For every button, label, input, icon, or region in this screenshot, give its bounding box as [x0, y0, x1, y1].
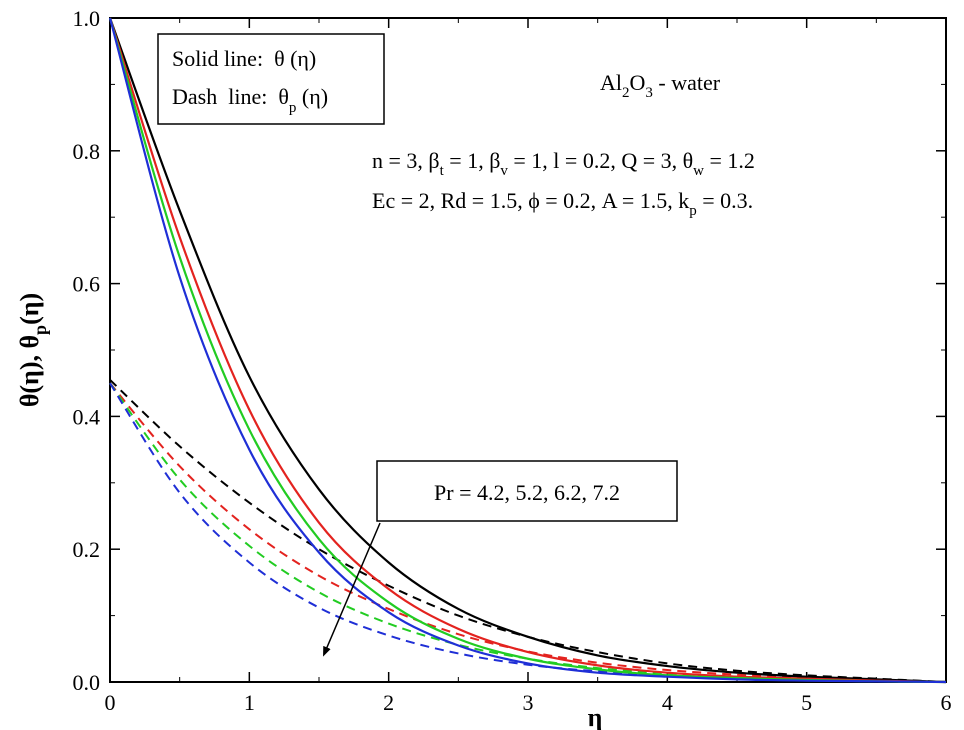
fluid-label-al: Al	[600, 70, 622, 95]
y-tick-label: 0.0	[73, 670, 101, 695]
parameter-text: Ec = 2, Rd = 1.5, ϕ = 0.2, A = 1.5, k	[372, 188, 689, 213]
parameter-subscript: p	[689, 203, 697, 219]
solid-series-line	[108, 17, 947, 684]
fluid-label-sub-3: 3	[645, 85, 653, 101]
y-axis-title-sub: p	[30, 325, 50, 335]
line-style-legend-box	[157, 33, 385, 125]
y-tick-label: 0.4	[73, 404, 101, 429]
dash-series-line	[109, 382, 947, 683]
x-tick-label: 4	[662, 690, 673, 715]
x-tick-label: 2	[383, 690, 394, 715]
solid-series-line	[108, 17, 947, 684]
solid-series-line	[108, 17, 947, 684]
fluid-label-water: - water	[653, 70, 721, 95]
axis-ticks: 0 1 2 3 4 5 60.00.20.40.60.81.0	[73, 6, 952, 715]
x-tick-label: 5	[801, 690, 812, 715]
parameter-text: = 1, l = 0.2, Q = 3, θ	[508, 148, 693, 173]
y-axis-title: θ(η), θp(η)	[15, 293, 50, 407]
fluid-label-sub-2: 2	[622, 85, 630, 101]
dash-line-legend-tail: (η)	[296, 84, 328, 109]
y-tick-label: 1.0	[73, 6, 101, 31]
solid-line-legend-prefix: Solid line:	[172, 46, 274, 71]
y-tick-label: 0.8	[73, 139, 101, 164]
parameter-subscript: t	[440, 163, 445, 179]
parameter-subscript: v	[500, 163, 508, 179]
pr-label-box	[376, 460, 678, 522]
dash-line-legend: Dash line: θp (η)	[172, 84, 328, 116]
parameter-text: = 0.3.	[697, 188, 753, 213]
fluid-label-o: O	[630, 70, 646, 95]
parameters-line-1: n = 3, βt = 1, βv = 1, l = 0.2, Q = 3, θ…	[372, 148, 755, 179]
fluid-label: Al2O3 - water	[600, 70, 721, 101]
solid-line-legend-symbol: θ (η)	[274, 46, 316, 71]
parameter-subscript: w	[693, 163, 704, 179]
x-tick-label: 0	[105, 690, 116, 715]
x-tick-label: 1	[244, 690, 255, 715]
parameter-text: = 1.2	[704, 148, 755, 173]
dash-line-legend-theta: θ	[278, 84, 289, 109]
pr-label: Pr = 4.2, 5.2, 6.2, 7.2	[434, 480, 620, 505]
dash-series-line	[109, 379, 947, 683]
series-layer	[108, 17, 947, 684]
dash-line-legend-sub: p	[289, 100, 297, 116]
y-tick-label: 0.2	[73, 537, 101, 562]
parameter-text: n = 3, β	[372, 148, 440, 173]
solid-line-legend: Solid line: θ (η)	[172, 46, 316, 71]
parameter-text: = 1, β	[444, 148, 501, 173]
y-tick-label: 0.6	[73, 272, 101, 297]
x-axis-title: η	[588, 703, 603, 730]
y-axis-title-tail: (η)	[15, 293, 44, 325]
y-axis-title-main: θ(η), θ	[15, 335, 44, 407]
parameters-line-2: Ec = 2, Rd = 1.5, ϕ = 0.2, A = 1.5, kp =…	[372, 188, 753, 219]
x-tick-label: 3	[523, 690, 534, 715]
dash-line-legend-prefix: Dash line:	[172, 84, 278, 109]
x-tick-label: 6	[941, 690, 952, 715]
pr-increase-arrow	[323, 522, 381, 657]
